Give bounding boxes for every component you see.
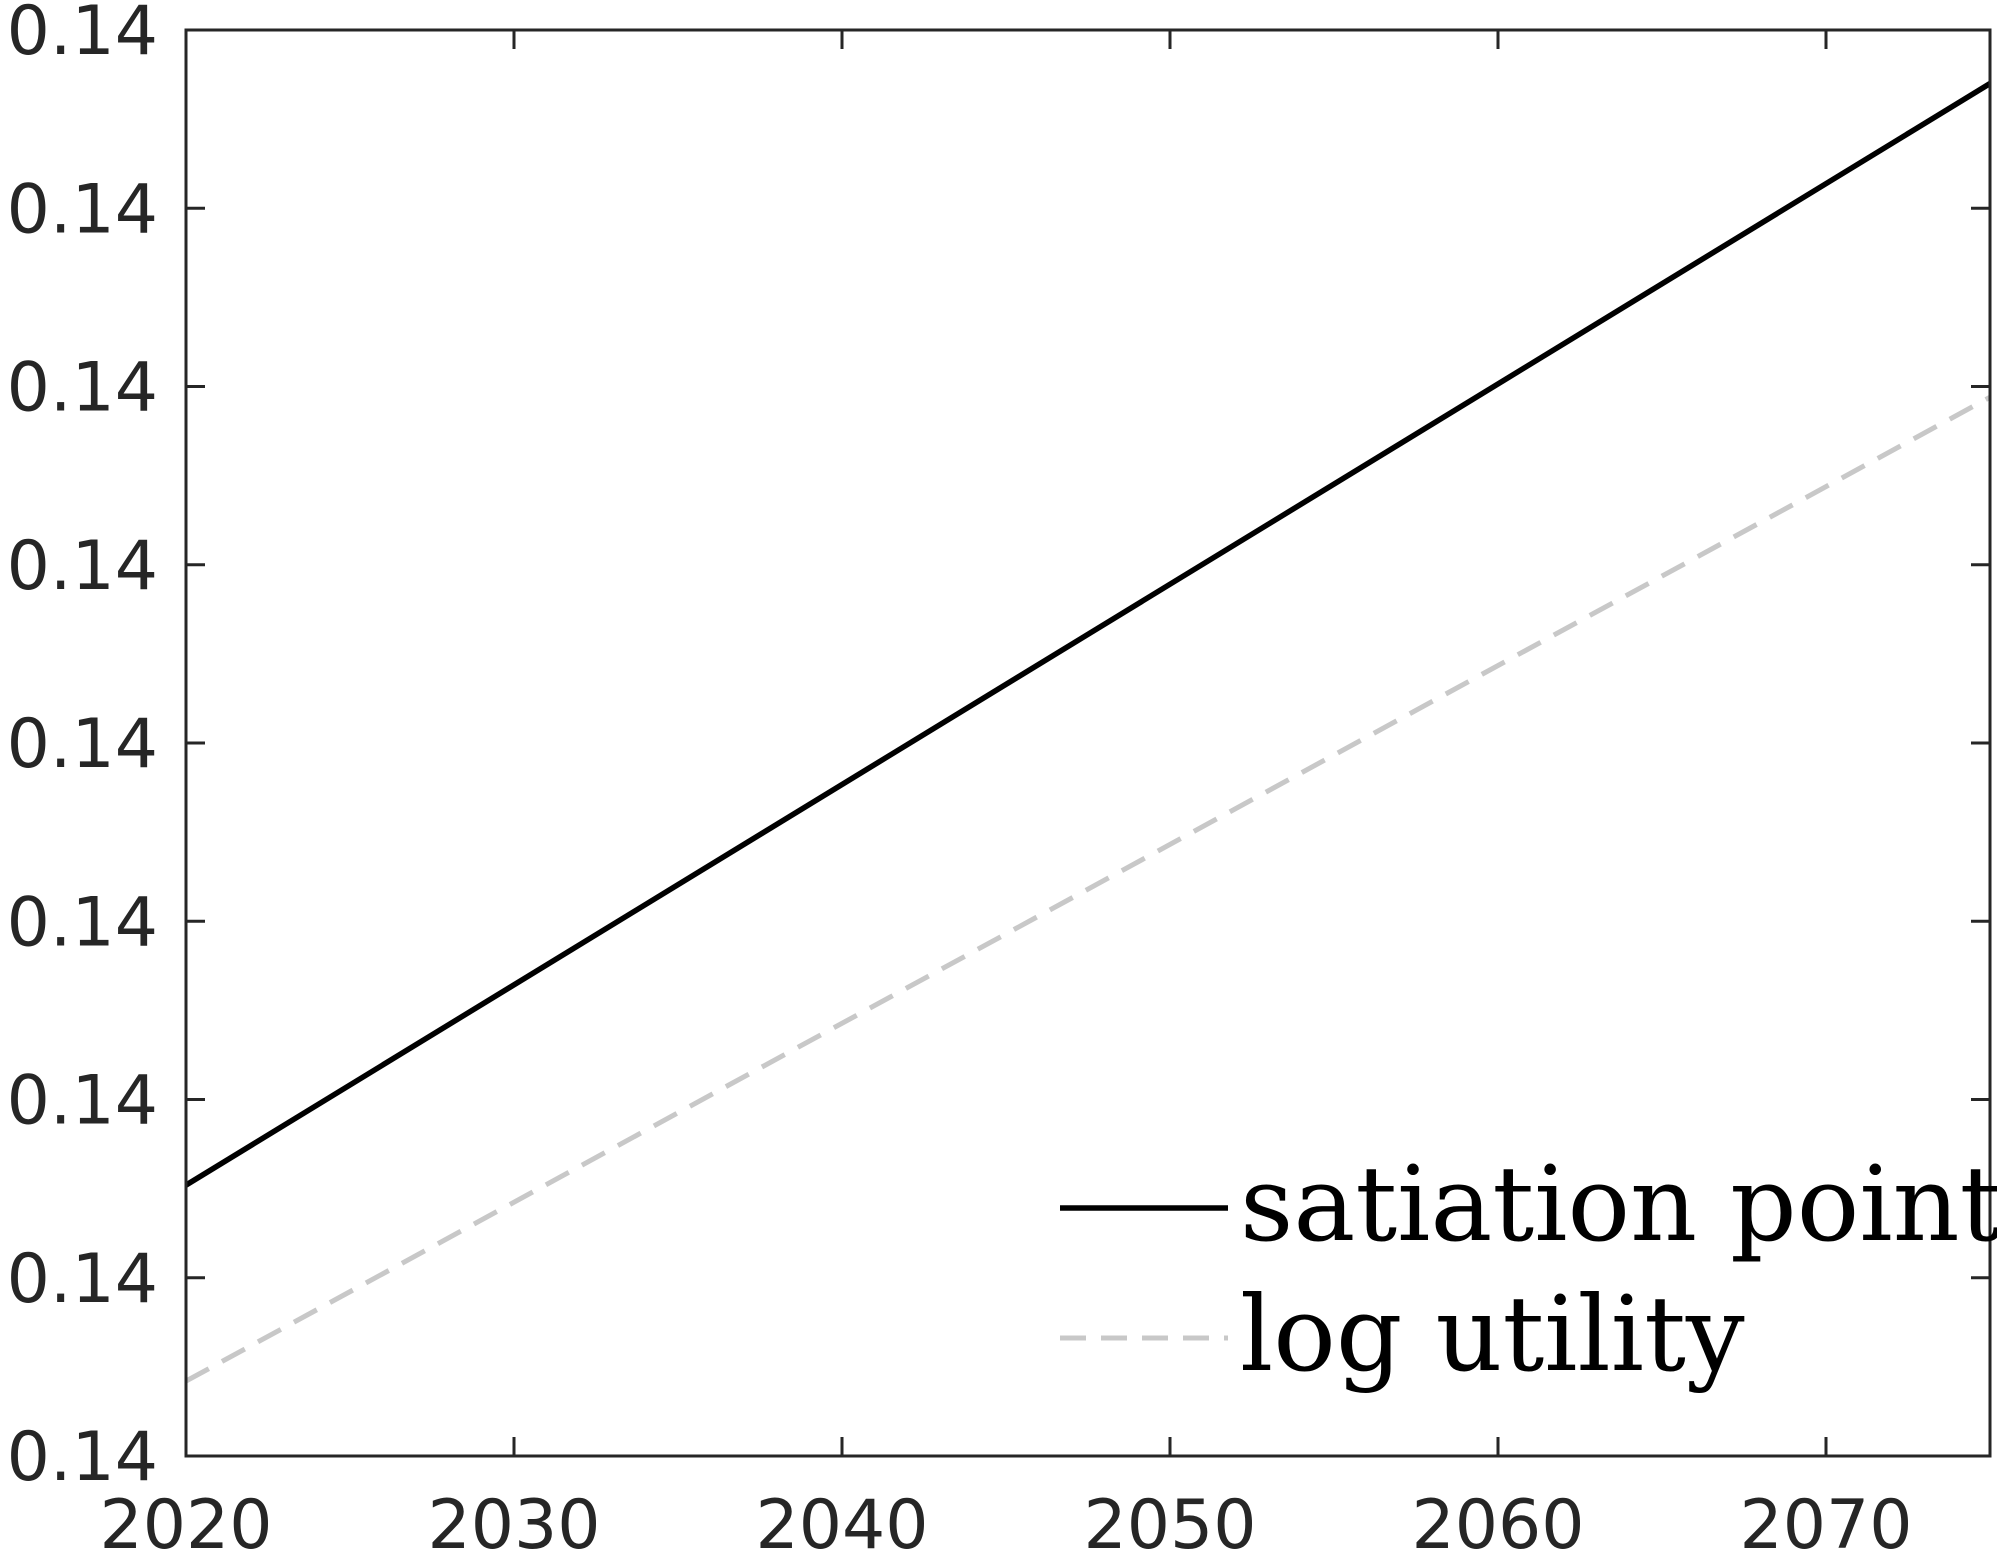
series-line-1 [184,81,1992,1188]
x-tick-label: 2040 [755,1486,928,1554]
y-tick-label: 0.14 [7,705,158,784]
axes-layer: 2020 2030 2040 2050 2060 2070 0.14 0.14 0.14 0.14… [7,0,1992,1554]
y-tick-label: 0.14 [7,883,158,962]
x-tick-label: 2050 [1083,1486,1256,1554]
y-tick-label: 0.14 [7,170,158,249]
legend-label-2: log utility [1240,1273,1745,1395]
series-layer [184,81,1992,1384]
y-tick-label: 0.14 [7,527,158,606]
x-tick-label: 2020 [99,1486,272,1554]
x-tick-label: 2060 [1411,1486,1584,1554]
y-tick-label: 0.14 [7,349,158,428]
series-line-2 [184,395,1992,1384]
y-tick-label: 0.14 [7,1418,158,1497]
legend-label-1: satiation point [1240,1143,1997,1265]
y-tick-label: 0.14 [7,1240,158,1319]
y-tick-label: 0.14 [7,1062,158,1141]
x-tick-label: 2070 [1739,1486,1912,1554]
y-tick-label: 0.14 [7,0,158,71]
x-tick-label: 2030 [427,1486,600,1554]
